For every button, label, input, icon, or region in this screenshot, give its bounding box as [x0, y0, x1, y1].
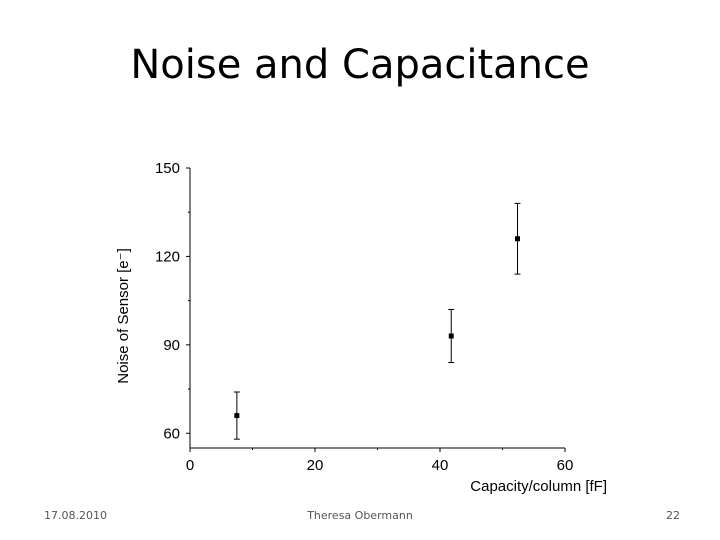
y-tick-label: 90: [163, 337, 180, 354]
x-tick-label: 0: [186, 457, 194, 474]
chart-ticks: 60 90 120 150 0 20 40 60: [155, 160, 573, 474]
x-tick-label: 60: [557, 457, 574, 474]
footer-page-number: 22: [666, 509, 680, 522]
data-point: [448, 333, 454, 339]
y-tick-label: 150: [155, 160, 180, 177]
y-axis-label: Noise of Sensor [e⁻]: [115, 248, 132, 383]
slide-title: Noise and Capacitance: [130, 42, 590, 88]
chart: 60 90 120 150 0 20 40 60 Capacity/column [fF] N…: [115, 160, 607, 495]
y-tick-label: 120: [155, 248, 180, 265]
y-tick-label: 60: [163, 425, 180, 442]
data-point: [234, 413, 240, 419]
footer-author: Theresa Obermann: [307, 509, 413, 522]
data-point: [515, 236, 520, 242]
x-axis-label: Capacity/column [fF]: [470, 478, 607, 495]
x-tick-label: 40: [432, 457, 449, 474]
x-tick-label: 20: [307, 457, 324, 474]
chart-points: [233, 202, 521, 440]
footer-date: 17.08.2010: [44, 509, 107, 522]
chart-axes: [189, 168, 565, 449]
